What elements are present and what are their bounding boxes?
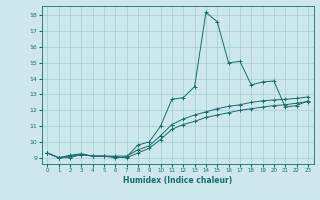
X-axis label: Humidex (Indice chaleur): Humidex (Indice chaleur) xyxy=(123,176,232,185)
